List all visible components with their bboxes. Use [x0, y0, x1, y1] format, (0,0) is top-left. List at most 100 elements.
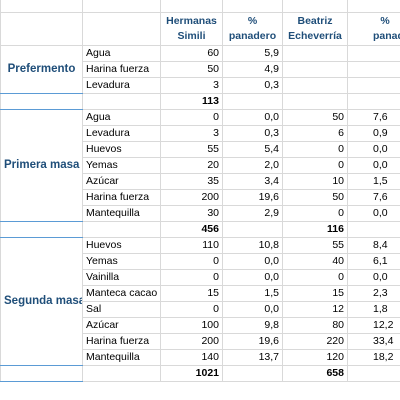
ingredient: Levadura: [82, 76, 161, 94]
value-cell: 12: [282, 300, 348, 318]
value-cell: 2,0: [222, 156, 283, 174]
value-cell: 1,5: [222, 284, 283, 302]
value-cell: 60: [160, 44, 223, 62]
value-cell: 13,7: [222, 348, 283, 366]
ingredient: Huevos: [82, 236, 161, 254]
value-cell: 50: [160, 60, 223, 78]
value-cell: 200: [160, 188, 223, 206]
value-cell: 0,3: [222, 76, 283, 94]
ingredient: Agua: [82, 108, 161, 126]
cell: [347, 364, 400, 382]
value-cell: 0: [282, 140, 348, 158]
value-cell: 0,0: [347, 156, 400, 174]
data-row: Yemas 0 0,0 40 6,1: [1, 252, 400, 270]
data-row: Azúcar 100 9,8 80 12,2: [1, 316, 400, 334]
value-cell: [347, 44, 400, 62]
total-row: 1021 658: [0, 364, 400, 382]
data-row: Prefermento Agua 60 5,9: [0, 44, 400, 94]
value-cell: 0: [160, 108, 223, 126]
column-header: % panadero: [347, 11, 400, 46]
column-header: % panadero: [222, 11, 283, 46]
data-row: Segunda masa Huevos 110 10,8 55 8,4: [0, 236, 400, 366]
ingredient: Levadura: [82, 124, 161, 142]
cell: [222, 220, 283, 238]
data-row: Vainilla 0 0,0 0 0,0: [1, 268, 400, 286]
total-value: 456: [160, 220, 223, 238]
cell: [222, 92, 283, 110]
value-cell: 15: [282, 284, 348, 302]
total-value: 658: [282, 364, 348, 382]
cell: [0, 364, 83, 382]
value-cell: 15: [160, 284, 223, 302]
value-cell: 2,3: [347, 284, 400, 302]
value-cell: 33,4: [347, 332, 400, 350]
value-cell: 0,3: [222, 124, 283, 142]
value-cell: 30: [160, 204, 223, 222]
value-cell: 200: [160, 332, 223, 350]
ingredient: Manteca cacao: [82, 284, 161, 302]
ingredient: Agua: [82, 44, 161, 62]
total-value: 116: [282, 220, 348, 238]
cell: [82, 364, 161, 382]
value-cell: 6: [282, 124, 348, 142]
cell: [82, 11, 161, 46]
column-header: Beatriz Echeverría: [282, 11, 348, 46]
value-cell: 0: [282, 156, 348, 174]
total-value: 1021: [160, 364, 223, 382]
header-row: Hermanas Simili% panadero Beatriz Echever…: [0, 11, 400, 46]
cell: [347, 220, 400, 238]
ingredient: Harina fuerza: [82, 60, 161, 78]
value-cell: 1,8: [347, 300, 400, 318]
value-cell: 9,8: [222, 316, 283, 334]
value-cell: 10,8: [222, 236, 283, 254]
sheet-body: Hermanas Simili% panadero Beatriz Echever…: [0, 0, 400, 382]
value-cell: 40: [282, 252, 348, 270]
ingredient: Harina fuerza: [82, 188, 161, 206]
value-cell: 0: [160, 268, 223, 286]
value-cell: 3,4: [222, 172, 283, 190]
ingredient: Sal: [82, 300, 161, 318]
value-cell: 12,2: [347, 316, 400, 334]
value-cell: 0: [282, 268, 348, 286]
value-cell: 2,9: [222, 204, 283, 222]
total-value: [282, 92, 348, 110]
total-row: 456 116: [0, 220, 400, 238]
ingredient: Azúcar: [82, 172, 161, 190]
value-cell: 7,6: [347, 108, 400, 126]
value-cell: [282, 76, 348, 94]
value-cell: 6,1: [347, 252, 400, 270]
value-cell: 50: [282, 188, 348, 206]
value-cell: [282, 44, 348, 62]
ingredient: Yemas: [82, 156, 161, 174]
data-row: Azúcar 35 3,4 10 1,5: [1, 172, 400, 190]
data-row: Mantequilla 30 2,9 0 0,0: [1, 204, 400, 222]
cell: [222, 364, 283, 382]
value-cell: 35: [160, 172, 223, 190]
ingredient: Vainilla: [82, 268, 161, 286]
ingredient: Mantequilla: [82, 204, 161, 222]
data-row: Levadura 3 0,3 6 0,9: [1, 124, 400, 142]
value-cell: 1,5: [347, 172, 400, 190]
column-header: Hermanas Simili: [160, 11, 223, 46]
data-row: Primera masa Agua 0 0,0 50 7,6: [0, 108, 400, 222]
value-cell: 4,9: [222, 60, 283, 78]
value-cell: 0,0: [222, 300, 283, 318]
value-cell: 100: [160, 316, 223, 334]
data-row: Levadura 3 0,3: [1, 76, 400, 94]
ingredient: Yemas: [82, 252, 161, 270]
section-label: Prefermento: [0, 44, 83, 94]
spacer-row: [0, 0, 400, 13]
cell: [0, 11, 83, 46]
value-cell: 0,0: [347, 140, 400, 158]
value-cell: 19,6: [222, 332, 283, 350]
value-cell: 0,0: [222, 268, 283, 286]
cell: [347, 92, 400, 110]
value-cell: 0: [160, 300, 223, 318]
value-cell: 0: [282, 204, 348, 222]
cell: [82, 92, 161, 110]
value-cell: [347, 60, 400, 78]
value-cell: 3: [160, 76, 223, 94]
value-cell: 5,4: [222, 140, 283, 158]
value-cell: 220: [282, 332, 348, 350]
